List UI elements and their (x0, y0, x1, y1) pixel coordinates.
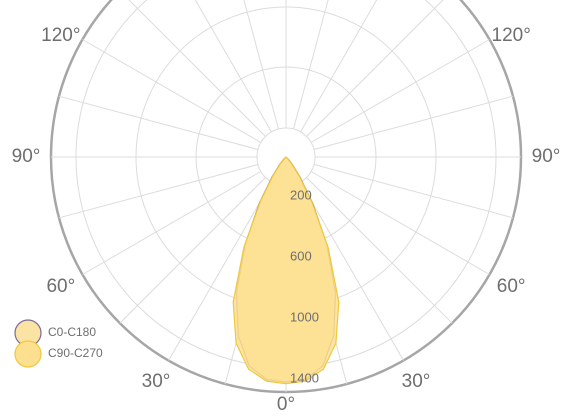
ring-labels: 200 600 1000 1400 (290, 187, 319, 385)
grid-spoke (310, 171, 490, 275)
ring-label: 1000 (290, 309, 319, 324)
legend-label: C90-C270 (48, 346, 103, 360)
grid-spoke (128, 0, 266, 137)
angle-label: 120° (41, 25, 80, 46)
curve-c90-c270 (232, 156, 340, 385)
angle-label: 60° (46, 276, 75, 297)
grid-spoke (313, 164, 514, 219)
grid-spoke (300, 181, 404, 361)
angle-label: 90° (12, 146, 41, 167)
angle-label: 30° (142, 371, 171, 392)
grid-spoke (194, 0, 272, 133)
ring-label: 200 (290, 187, 312, 202)
grid-spoke (58, 95, 259, 150)
ring-label: 1400 (290, 370, 319, 385)
angle-label: 0° (277, 394, 295, 415)
grid-spoke (306, 177, 453, 324)
grid-spoke (58, 164, 259, 219)
grid-spoke (306, 0, 444, 137)
grid-spoke (300, 0, 378, 133)
angle-label: 90° (532, 146, 561, 167)
polar-grid (49, 0, 523, 394)
legend-label: C0-C180 (48, 325, 96, 339)
angle-labels: 0° 30° 30° 60° 60° 90° 90° 120° 120° (12, 25, 561, 415)
grid-spoke (82, 39, 262, 143)
angle-label: 30° (402, 371, 431, 392)
legend-swatch (14, 340, 42, 368)
grid-spoke (293, 0, 329, 130)
grid-spoke (119, 177, 266, 324)
angle-label: 60° (497, 276, 526, 297)
grid-spoke (310, 39, 490, 143)
distribution-curves (232, 156, 340, 385)
grid-spoke (313, 95, 514, 150)
legend: C0-C180 C90-C270 (14, 319, 103, 368)
grid-spoke (168, 181, 272, 361)
angle-label: 120° (492, 25, 531, 46)
ring-label: 600 (290, 248, 312, 263)
grid-spoke (243, 0, 279, 130)
grid-spoke (82, 171, 262, 275)
